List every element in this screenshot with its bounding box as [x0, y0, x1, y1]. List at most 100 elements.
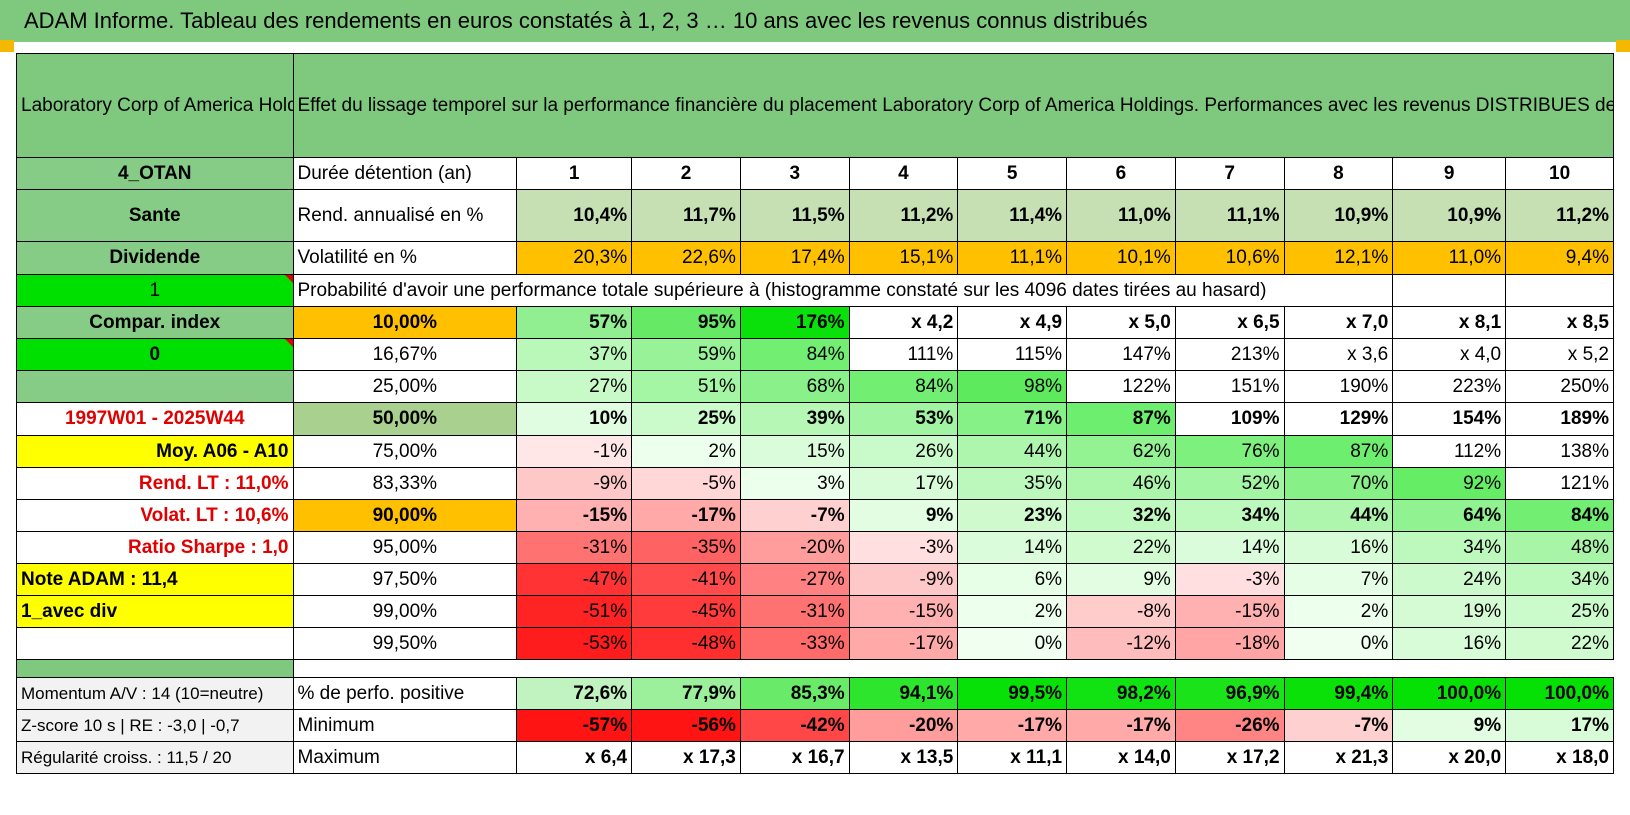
right-edge-marker — [1616, 40, 1630, 52]
volatility-value: 15,1% — [848, 241, 959, 275]
volatility-value: 22,6% — [631, 241, 741, 275]
distribution-value: -41% — [631, 563, 741, 596]
distribution-row: Note ADAM : 11,4 97,50% -47% -41% -27% -9% 6% 9… — [16, 563, 1614, 596]
distribution-value: 32% — [1066, 499, 1176, 532]
year-8-header: 8 — [1283, 157, 1394, 190]
annual-return-value: 11,5% — [739, 189, 850, 242]
summary-value: 100,0% — [1392, 677, 1507, 710]
summary-value: 77,9% — [631, 677, 741, 710]
volatility-value: 10,6% — [1174, 241, 1285, 275]
annual-return-value: 11,2% — [1505, 189, 1614, 242]
distribution-value: 35% — [957, 467, 1068, 500]
volatility-value: 17,4% — [739, 241, 850, 275]
distribution-value: 112% — [1392, 435, 1507, 468]
distribution-value: 2% — [1283, 595, 1394, 628]
sector-label: Sante — [16, 189, 294, 242]
distribution-value: -18% — [1174, 627, 1285, 660]
distribution-value: -17% — [631, 499, 741, 532]
distribution-value: x 7,0 — [1283, 306, 1394, 339]
summary-value: x 17,2 — [1174, 741, 1285, 774]
distribution-value: -17% — [848, 627, 959, 660]
summary-value: -17% — [1066, 709, 1176, 742]
distribution-value: -20% — [739, 531, 850, 564]
spacer-blank — [293, 659, 1614, 678]
summary-value: 99,4% — [1283, 677, 1394, 710]
annual-return-label: Rend. annualisé en % — [292, 189, 518, 242]
percentile-label: 99,50% — [292, 627, 518, 660]
distribution-value: 57% — [516, 306, 633, 339]
distribution-value: -1% — [516, 435, 633, 468]
spacer-row — [16, 659, 1614, 678]
summary-value: 85,3% — [739, 677, 850, 710]
distribution-value: -51% — [516, 595, 633, 628]
distribution-value: 34% — [1392, 531, 1507, 564]
distribution-value: 62% — [1066, 435, 1176, 468]
annual-return-value: 11,2% — [848, 189, 959, 242]
distribution-value: 87% — [1283, 435, 1394, 468]
distribution-row: 99,50% -53% -48% -33% -17% 0% -12% -18% 0% 16% 22% — [16, 627, 1614, 660]
distribution-value: 27% — [516, 370, 633, 403]
distribution-row: Rend. LT : 11,0% 83,33% -9% -5% 3% 17% 35% 46% 5… — [16, 467, 1614, 500]
distribution-value: 44% — [1283, 499, 1394, 532]
spacer-green — [16, 659, 294, 678]
distribution-value: 22% — [1066, 531, 1176, 564]
years-row: 4_OTAN Durée détention (an) 1 2 3 4 5 6 7 8 9 10 — [16, 157, 1614, 190]
distribution-value: 46% — [1066, 467, 1176, 500]
title-bar: ADAM Informe. Tableau des rendements en … — [0, 0, 1630, 42]
distribution-value: 6% — [957, 563, 1068, 596]
distribution-value: 121% — [1505, 467, 1614, 500]
distribution-value: 34% — [1174, 499, 1285, 532]
distribution-value: 34% — [1505, 563, 1614, 596]
distribution-value: 25% — [631, 402, 741, 436]
distribution-value: -12% — [1066, 627, 1176, 660]
summary-value: -17% — [957, 709, 1068, 742]
distribution-value: x 5,0 — [1066, 306, 1176, 339]
summary-value: x 20,0 — [1392, 741, 1507, 774]
summary-value: x 11,1 — [957, 741, 1068, 774]
summary-value: x 6,4 — [516, 741, 633, 774]
distribution-value: 84% — [1505, 499, 1614, 532]
distribution-value: -48% — [631, 627, 741, 660]
distribution-value: -53% — [516, 627, 633, 660]
annual-return-value: 10,4% — [516, 189, 633, 242]
distribution-value: 115% — [957, 338, 1068, 371]
distribution-value: -47% — [516, 563, 633, 596]
distribution-value: 176% — [739, 306, 850, 339]
summary-value: 9% — [1392, 709, 1507, 742]
distribution-value: -9% — [848, 563, 959, 596]
side-info-label: Moy. A06 - A10 — [16, 435, 294, 468]
annual-return-value: 11,1% — [1174, 189, 1285, 242]
summary-value: -42% — [739, 709, 850, 742]
distribution-value: -8% — [1066, 595, 1176, 628]
summary-value: 99,5% — [957, 677, 1068, 710]
side-info-label — [16, 627, 294, 660]
distribution-value: 9% — [848, 499, 959, 532]
summary-value: 96,9% — [1174, 677, 1285, 710]
distribution-value: 9% — [1066, 563, 1176, 596]
distribution-value: 95% — [631, 306, 741, 339]
probability-header-row: 1 Probabilité d'avoir une performance tot… — [16, 274, 1614, 307]
distribution-value: 71% — [957, 402, 1068, 436]
page-title: ADAM Informe. Tableau des rendements en … — [24, 8, 1148, 33]
summary-value: x 18,0 — [1505, 741, 1614, 774]
distribution-value: 53% — [848, 402, 959, 436]
distribution-value: -5% — [631, 467, 741, 500]
distribution-value: 51% — [631, 370, 741, 403]
distribution-value: 52% — [1174, 467, 1285, 500]
distribution-value: -3% — [1174, 563, 1285, 596]
percentile-label: 50,00% — [292, 402, 518, 436]
distribution-value: 14% — [1174, 531, 1285, 564]
summary-value: -56% — [631, 709, 741, 742]
percentile-label: 83,33% — [292, 467, 518, 500]
distribution-value: 25% — [1505, 595, 1614, 628]
distribution-value: 23% — [957, 499, 1068, 532]
distribution-value: 154% — [1392, 402, 1507, 436]
distribution-value: -35% — [631, 531, 741, 564]
distribution-value: 122% — [1066, 370, 1176, 403]
distribution-value: -15% — [1174, 595, 1285, 628]
distribution-value: 138% — [1505, 435, 1614, 468]
distribution-value: 70% — [1283, 467, 1394, 500]
volatility-value: 11,1% — [957, 241, 1068, 275]
header-row: Laboratory Corp of America Holdings Effe… — [16, 53, 1614, 158]
summary-value: 72,6% — [516, 677, 633, 710]
